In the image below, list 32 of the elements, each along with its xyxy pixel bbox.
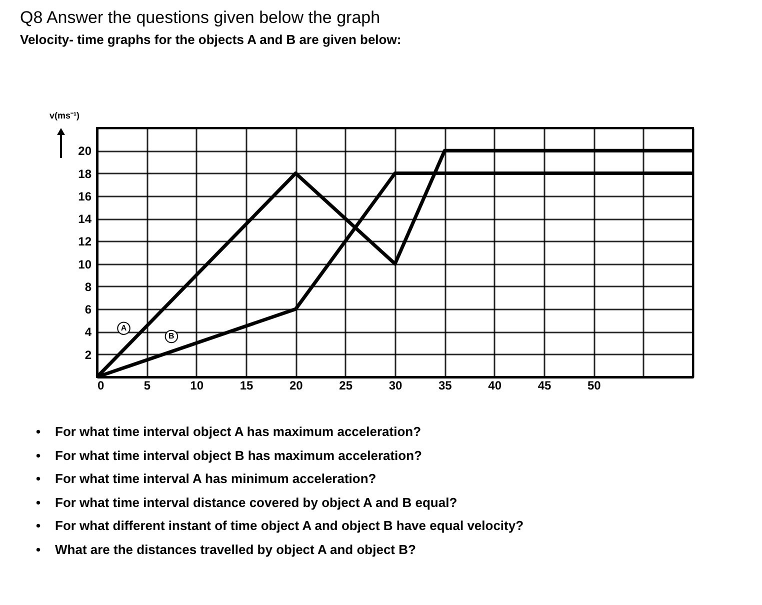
y-tick-label: 2 [84,348,92,362]
y-tick-label: 14 [78,212,92,226]
x-tick-label: 35 [438,378,452,392]
y-tick-label: 4 [84,325,92,340]
x-tick-label: 5 [144,378,151,392]
y-tick-label: 12 [78,234,92,249]
y-tick-label: 6 [84,302,92,317]
y-axis-title: v(ms⁻¹) [50,110,80,120]
chart-subtitle: Velocity- time graphs for the objects A and B are given below: [20,32,402,47]
text: • For what time interval object A has maximum acceleration? [36,424,422,439]
text: • For what different instant of time object A and object B have equal velocity? [36,518,524,534]
x-tick-label: 20 [289,378,304,392]
x-tick-label: 30 [388,378,402,392]
text: • For what time interval object B has maximum acceleration? [36,448,423,463]
text: • For what time interval distance covered by object A and B equal? [36,494,458,510]
series-label: B [168,331,175,340]
x-tick-label: 45 [538,378,552,392]
y-tick-label: 10 [78,257,92,272]
series-label: A [120,323,127,332]
y-tick-label: 20 [78,144,92,158]
y-tick-label: 16 [78,189,92,204]
y-tick-label: 18 [78,166,92,181]
text: • What are the distances travelled by object A and object B? [36,542,417,557]
y-tick-label: 8 [84,280,92,294]
x-tick-label: 15 [240,378,254,392]
chart-title: Q8 Answer the questions given below the graph [20,8,380,28]
x-tick-label: 0 [98,378,104,392]
x-tick-label: 25 [339,378,353,392]
x-tick-label: 40 [488,378,502,392]
text: • For what time interval A has minimum acceleration? [36,471,378,486]
x-tick-label: 10 [190,378,204,392]
x-tick-label: 50 [587,378,602,392]
